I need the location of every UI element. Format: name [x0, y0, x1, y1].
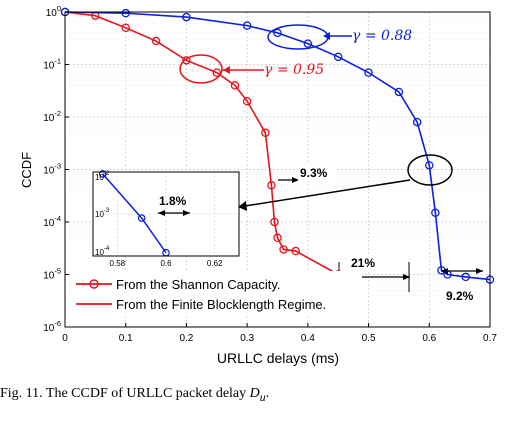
gap-92-arrowhead-right — [476, 268, 483, 274]
gamma-095-arrowhead — [223, 66, 230, 74]
inset-y-tick-label: 10-4 — [95, 246, 110, 257]
series-point-0 — [212, 68, 222, 77]
y-tick-label: 10-2 — [43, 109, 61, 124]
series-point-1 — [394, 87, 404, 97]
x-tick-label: 0.2 — [179, 333, 193, 344]
x-tick-label: 0.6 — [422, 333, 436, 344]
series-point-1 — [364, 68, 373, 77]
series-point-0 — [230, 81, 240, 90]
inset-series-point — [137, 214, 146, 222]
inset-ticks: 0.58 0.6 0.62 10-2 10-3 10-4 — [95, 171, 223, 268]
inset-series-line — [102, 173, 167, 254]
legend-box — [70, 271, 362, 315]
gap-18-arrowhead-left — [158, 210, 165, 216]
inset-frame — [92, 171, 240, 257]
y-tick-label: 10-4 — [43, 214, 61, 229]
series-point-1 — [303, 39, 313, 48]
gap-18-arrowhead-right — [183, 210, 190, 216]
gap-21-bg — [349, 254, 383, 271]
series-point-0 — [121, 23, 130, 33]
series-point-1 — [333, 52, 343, 62]
axis-ticks: 0 0.1 0.2 0.3 0.4 0.5 0.6 0.7 100 10-1 10-2 10-3 10-… — [43, 4, 497, 344]
series-point-1 — [431, 208, 440, 218]
inset-y-tick-label: 10-3 — [95, 208, 110, 219]
y-tick-label: 10-3 — [43, 162, 61, 177]
inset-callout-ellipse — [407, 154, 453, 186]
inset-chart: 0.58 0.6 0.62 10-2 10-3 10-4 1.8% — [92, 170, 240, 268]
inset-x-tick-label: 0.58 — [110, 259, 126, 268]
caption-subscript: u — [259, 390, 266, 404]
series-point-1 — [242, 21, 252, 30]
series-line-0 — [64, 11, 339, 276]
series-point-0 — [261, 128, 270, 138]
x-tick-label: 0.7 — [483, 333, 497, 344]
gap-92-label: 9.2% — [446, 289, 474, 303]
series-point-1 — [273, 28, 282, 38]
gap-93-arrowhead — [292, 177, 299, 183]
legend-label-finite: From the Finite Blocklength Regime. — [116, 297, 326, 312]
gap-93-label: 9.3% — [300, 166, 328, 180]
x-tick-label: 0.1 — [119, 333, 133, 344]
series-point-1 — [121, 8, 130, 18]
caption-prefix: Fig. 11. The CCDF of URLLC packet delay — [0, 386, 250, 401]
series-point-1 — [461, 272, 470, 282]
series-point-0 — [270, 217, 279, 227]
series-point-0 — [182, 56, 191, 65]
legend-marker-shannon — [89, 279, 99, 289]
gap-93-bg — [298, 164, 336, 180]
y-tick-label: 10-1 — [43, 57, 61, 72]
x-tick-label: 0.4 — [301, 333, 315, 344]
caption-suffix: . — [265, 386, 270, 401]
gap-18-label: 1.8% — [159, 194, 187, 208]
x-tick-label: 0.5 — [362, 333, 376, 344]
x-tick-label: 0.3 — [240, 333, 254, 344]
gamma-095-ellipse — [179, 54, 223, 84]
inset-series-point — [98, 170, 107, 178]
series-point-0 — [273, 233, 282, 243]
gamma-088-label: γ = 0.88 — [352, 28, 412, 44]
series-point-0 — [151, 36, 161, 46]
y-tick-label: 10-6 — [43, 319, 61, 334]
y-tick-label: 10-5 — [43, 267, 61, 282]
y-axis-label: CCDF — [19, 152, 34, 188]
gap-92-bg — [444, 287, 484, 304]
gap-21-arrowhead-right — [403, 274, 410, 280]
gamma-088-arrowhead — [323, 32, 330, 40]
inset-x-tick-label: 0.6 — [160, 259, 172, 268]
gap-92-arrowhead-left — [441, 268, 448, 274]
inset-callout-arrow — [244, 179, 411, 207]
series-point-0 — [242, 96, 252, 106]
figure-caption: Fig. 11. The CCDF of URLLC packet delay … — [0, 386, 511, 404]
inset-series — [98, 170, 170, 257]
series-point-0 — [279, 245, 288, 254]
gamma-095-label: γ = 0.95 — [264, 62, 324, 78]
x-tick-label: 0 — [62, 333, 68, 344]
legend: From the Shannon Capacity. From the Fini… — [70, 271, 362, 315]
series-point-1 — [182, 12, 191, 22]
y-tick-label: 100 — [46, 4, 61, 19]
gap-21-label: 21% — [351, 256, 375, 270]
x-axis-label: URLLC delays (ms) — [217, 350, 339, 366]
series-point-1 — [412, 117, 422, 127]
series-point-1 — [425, 161, 434, 170]
caption-symbol: D — [249, 386, 260, 401]
series-point-0 — [267, 181, 276, 190]
ccdf-chart: 0 0.1 0.2 0.3 0.4 0.5 0.6 0.7 100 10-1 10-2 10-3 10-… — [19, 4, 497, 366]
inset-callout-arrowhead — [238, 201, 247, 211]
legend-label-shannon: From the Shannon Capacity. — [116, 277, 281, 292]
inset-y-tick-label: 10-2 — [95, 171, 110, 182]
inset-x-tick-label: 0.62 — [207, 259, 223, 268]
series-point-0 — [291, 246, 300, 256]
